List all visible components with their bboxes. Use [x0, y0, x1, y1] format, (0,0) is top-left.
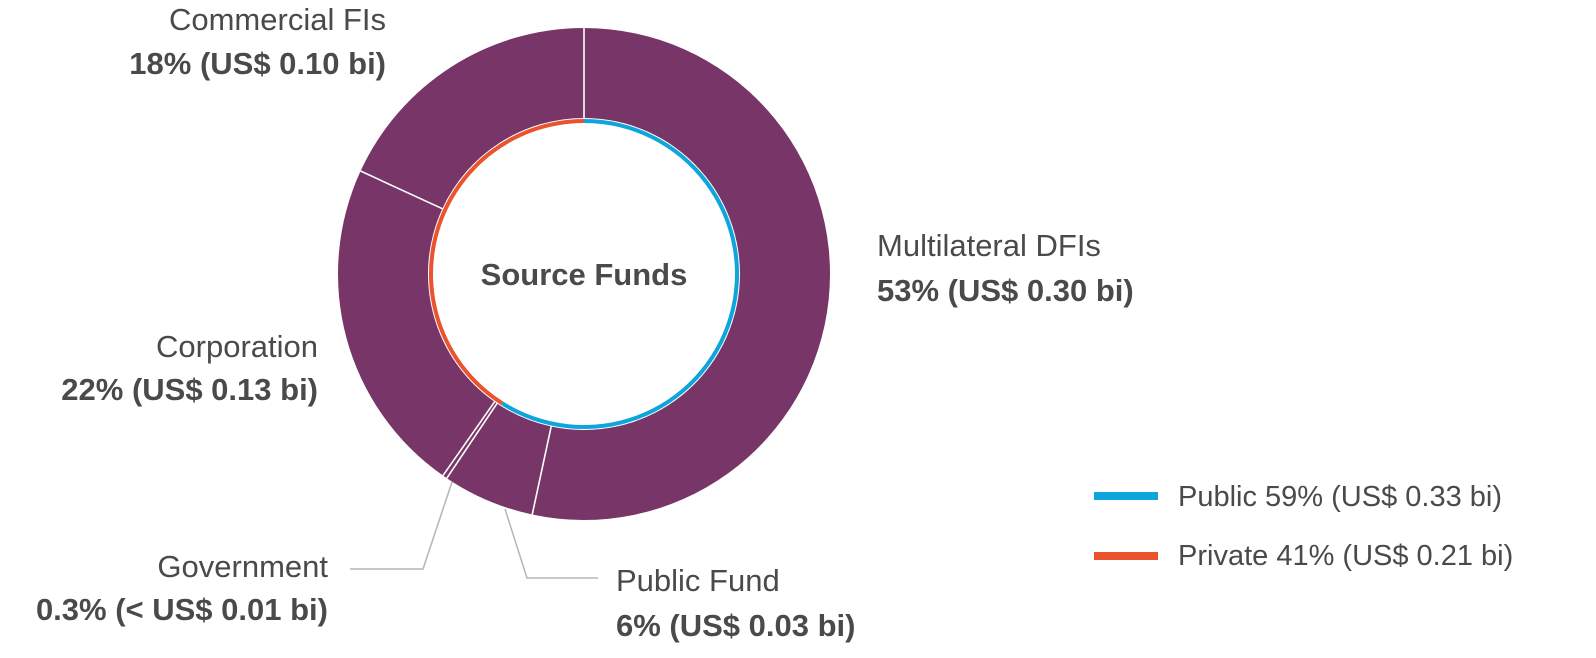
slice-label-multilateral-dfis: Multilateral DFIs 53% (US$ 0.30 bi)	[877, 228, 1134, 308]
svg-text:18% (US$ 0.10 bi): 18% (US$ 0.10 bi)	[129, 46, 386, 81]
slice-label-corporation: Corporation 22% (US$ 0.13 bi)	[61, 329, 318, 407]
legend-item-public: Public 59% (US$ 0.33 bi)	[1094, 481, 1502, 513]
svg-text:6% (US$ 0.03 bi): 6% (US$ 0.03 bi)	[616, 608, 855, 643]
leader-line-public-fund	[504, 508, 598, 579]
center-label: Source Funds	[481, 257, 688, 292]
slice-label-commercial-fis: Commercial FIs 18% (US$ 0.10 bi)	[129, 2, 386, 81]
svg-text:Government: Government	[157, 549, 328, 584]
svg-text:Public Fund: Public Fund	[616, 563, 780, 598]
svg-text:Corporation: Corporation	[156, 329, 318, 364]
slice-separator	[531, 426, 552, 515]
legend-swatch-public	[1094, 492, 1158, 500]
slice-multilateral-dfis	[532, 28, 830, 520]
svg-text:53% (US$ 0.30 bi): 53% (US$ 0.30 bi)	[877, 273, 1134, 308]
svg-text:Public 59% (US$ 0.33 bi): Public 59% (US$ 0.33 bi)	[1178, 481, 1502, 513]
slice-public-fund	[446, 403, 552, 515]
legend-item-private: Private 41% (US$ 0.21 bi)	[1094, 540, 1513, 572]
svg-text:Multilateral DFIs: Multilateral DFIs	[877, 228, 1101, 263]
slice-separator	[360, 170, 443, 210]
svg-text:22% (US$ 0.13 bi): 22% (US$ 0.13 bi)	[61, 372, 318, 407]
legend-swatch-private	[1094, 552, 1158, 560]
svg-text:Private 41% (US$ 0.21 bi): Private 41% (US$ 0.21 bi)	[1178, 540, 1513, 572]
slice-corporation	[338, 171, 495, 476]
outer-ring	[338, 28, 830, 520]
slice-government	[442, 401, 497, 479]
slice-label-government: Government 0.3% (< US$ 0.01 bi)	[36, 549, 328, 627]
leader-lines	[350, 481, 598, 579]
slice-commercial-fis	[360, 28, 584, 209]
leader-line-government	[350, 481, 453, 570]
slice-separator	[442, 401, 496, 477]
slice-separator	[446, 403, 498, 479]
legend: Public 59% (US$ 0.33 bi) Private 41% (US…	[1094, 481, 1513, 572]
slice-label-public-fund: Public Fund 6% (US$ 0.03 bi)	[616, 563, 855, 643]
svg-text:Commercial FIs: Commercial FIs	[169, 2, 386, 37]
svg-text:0.3% (< US$ 0.01 bi): 0.3% (< US$ 0.01 bi)	[36, 592, 328, 627]
